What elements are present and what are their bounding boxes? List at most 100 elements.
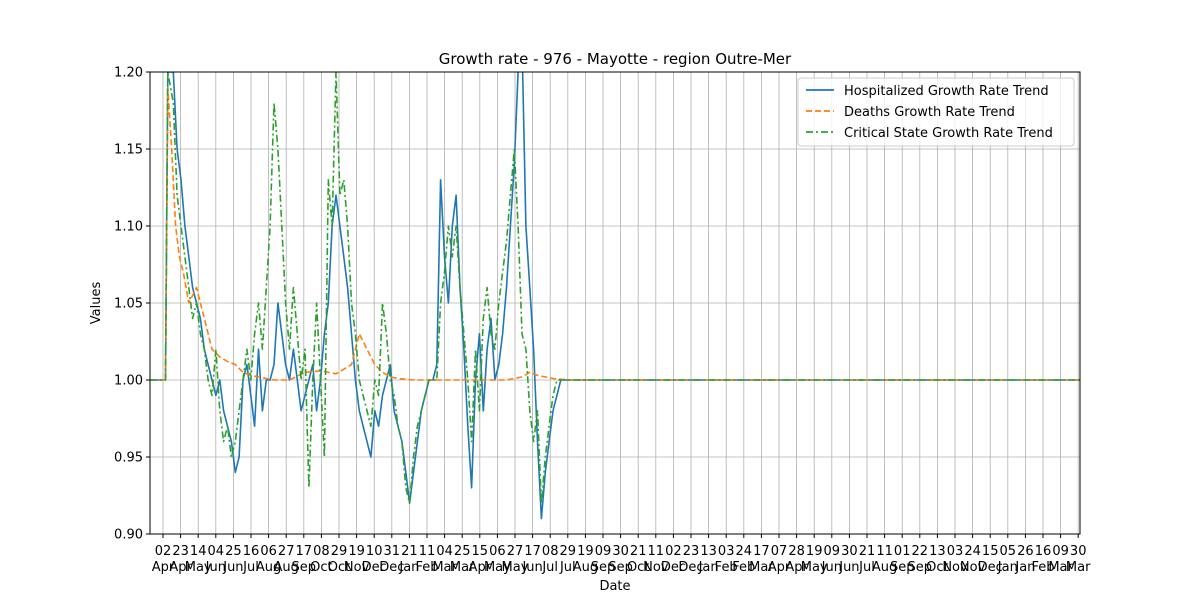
- x-tick-month-label: Aug: [573, 560, 598, 575]
- x-tick-day-label: 03: [947, 544, 964, 559]
- x-tick-day-label: 05: [1000, 544, 1017, 559]
- x-tick-day-label: 19: [806, 544, 823, 559]
- x-tick-day-label: 17: [296, 544, 313, 559]
- x-tick-month-label: Nov: [942, 560, 968, 575]
- x-tick-day-label: 02: [155, 544, 172, 559]
- x-tick-month-label: Jan: [1014, 560, 1035, 575]
- legend-label: Deaths Growth Rate Trend: [844, 105, 1015, 120]
- x-tick-month-label: Jan: [698, 560, 719, 575]
- y-tick-label: 1.00: [114, 374, 143, 389]
- x-tick-month-label: Jul: [541, 560, 558, 575]
- x-tick-month-label: May: [801, 560, 828, 575]
- x-tick-month-label: Jun: [521, 560, 542, 575]
- x-tick-month-label: Sep: [908, 560, 933, 575]
- x-tick-month-label: Apr: [785, 560, 808, 575]
- x-tick-month-label: May: [484, 560, 511, 575]
- x-tick-month-label: Dec: [678, 560, 703, 575]
- x-tick-day-label: 29: [331, 544, 348, 559]
- x-tick-month-label: Dec: [661, 560, 686, 575]
- x-tick-day-label: 04: [436, 544, 453, 559]
- x-tick-day-label: 15: [982, 544, 999, 559]
- x-tick-month-label: Jun: [205, 560, 226, 575]
- legend-box: [797, 77, 1075, 147]
- x-tick-month-label: Mar: [749, 560, 774, 575]
- x-tick-month-label: Mar: [1066, 560, 1091, 575]
- x-tick-day-label: 13: [929, 544, 946, 559]
- x-tick-month-label: Nov: [960, 560, 986, 575]
- x-tick-day-label: 25: [454, 544, 471, 559]
- x-tick-month-label: Oct: [627, 560, 649, 575]
- x-tick-day-label: 23: [683, 544, 700, 559]
- grid: [150, 71, 1080, 535]
- x-tick-day-label: 08: [313, 544, 330, 559]
- x-tick-day-label: 30: [612, 544, 629, 559]
- x-tick-day-label: 08: [542, 544, 559, 559]
- x-tick-day-label: 17: [524, 544, 541, 559]
- x-tick-month-label: Dec: [978, 560, 1003, 575]
- x-tick-day-label: 26: [1017, 544, 1034, 559]
- x-tick-month-label: Sep: [608, 560, 633, 575]
- x-tick-month-label: Dec: [379, 560, 404, 575]
- x-tick-day-label: 06: [489, 544, 506, 559]
- x-tick-day-label: 09: [595, 544, 612, 559]
- y-tick-label: 1.05: [114, 297, 143, 312]
- y-axis-ticks: 0.90 0.95 1.00 1.05 1.10 1.15 1.20: [114, 66, 150, 543]
- x-tick-month-label: Feb: [715, 560, 738, 575]
- x-tick-month-label: Sep: [292, 560, 317, 575]
- x-tick-day-label: 07: [771, 544, 788, 559]
- x-tick-day-label: 31: [384, 544, 401, 559]
- y-axis-title: Values: [89, 282, 104, 325]
- x-tick-month-label: Feb: [732, 560, 755, 575]
- x-tick-month-label: Feb: [415, 560, 438, 575]
- x-tick-month-label: Dec: [362, 560, 387, 575]
- x-tick-month-label: Jun: [838, 560, 859, 575]
- x-tick-month-label: Jul: [242, 560, 259, 575]
- x-tick-day-label: 21: [859, 544, 876, 559]
- x-tick-day-label: 21: [630, 544, 647, 559]
- x-tick-month-label: Jan: [398, 560, 419, 575]
- x-tick-month-label: Jul: [858, 560, 875, 575]
- legend-label: Hospitalized Growth Rate Trend: [844, 84, 1049, 99]
- x-tick-day-label: 19: [348, 544, 365, 559]
- x-tick-day-label: 14: [190, 544, 207, 559]
- x-tick-day-label: 22: [912, 544, 929, 559]
- x-tick-day-label: 09: [1052, 544, 1069, 559]
- x-tick-month-label: Jul: [559, 560, 576, 575]
- x-tick-day-label: 24: [736, 544, 753, 559]
- x-tick-day-label: 02: [665, 544, 682, 559]
- x-tick-month-label: Sep: [890, 560, 915, 575]
- x-tick-month-label: Oct: [926, 560, 948, 575]
- x-tick-month-label: Apr: [768, 560, 791, 575]
- legend-label: Critical State Growth Rate Trend: [844, 126, 1053, 141]
- x-tick-month-label: Mar: [432, 560, 457, 575]
- series-line-2: [150, 86, 1080, 381]
- x-tick-day-label: 11: [876, 544, 893, 559]
- x-tick-day-label: 09: [824, 544, 841, 559]
- x-tick-day-label: 30: [841, 544, 858, 559]
- x-tick-month-label: Nov: [643, 560, 669, 575]
- series-lines: [150, 72, 1080, 520]
- x-tick-day-label: 06: [260, 544, 277, 559]
- legend: Hospitalized Growth Rate Trend Deaths Gro…: [797, 77, 1075, 147]
- x-tick-day-label: 01: [894, 544, 911, 559]
- x-tick-month-label: Oct: [328, 560, 350, 575]
- y-tick-label: 1.15: [114, 143, 143, 158]
- x-tick-month-label: Apr: [469, 560, 492, 575]
- x-tick-day-label: 13: [700, 544, 717, 559]
- x-tick-day-label: 16: [1035, 544, 1052, 559]
- x-tick-month-label: Nov: [344, 560, 370, 575]
- x-tick-month-label: Sep: [591, 560, 616, 575]
- y-tick-label: 0.90: [114, 528, 143, 543]
- x-tick-month-label: Mar: [450, 560, 475, 575]
- x-tick-month-label: Feb: [1031, 560, 1054, 575]
- x-tick-day-label: 03: [718, 544, 735, 559]
- x-tick-month-label: Jan: [997, 560, 1018, 575]
- x-tick-month-label: Mar: [1048, 560, 1073, 575]
- x-tick-month-label: Apr: [152, 560, 175, 575]
- x-tick-month-label: Oct: [310, 560, 332, 575]
- x-tick-month-label: Jun: [821, 560, 842, 575]
- x-tick-month-label: Aug: [274, 560, 299, 575]
- x-tick-day-label: 27: [278, 544, 295, 559]
- x-tick-month-label: Aug: [256, 560, 281, 575]
